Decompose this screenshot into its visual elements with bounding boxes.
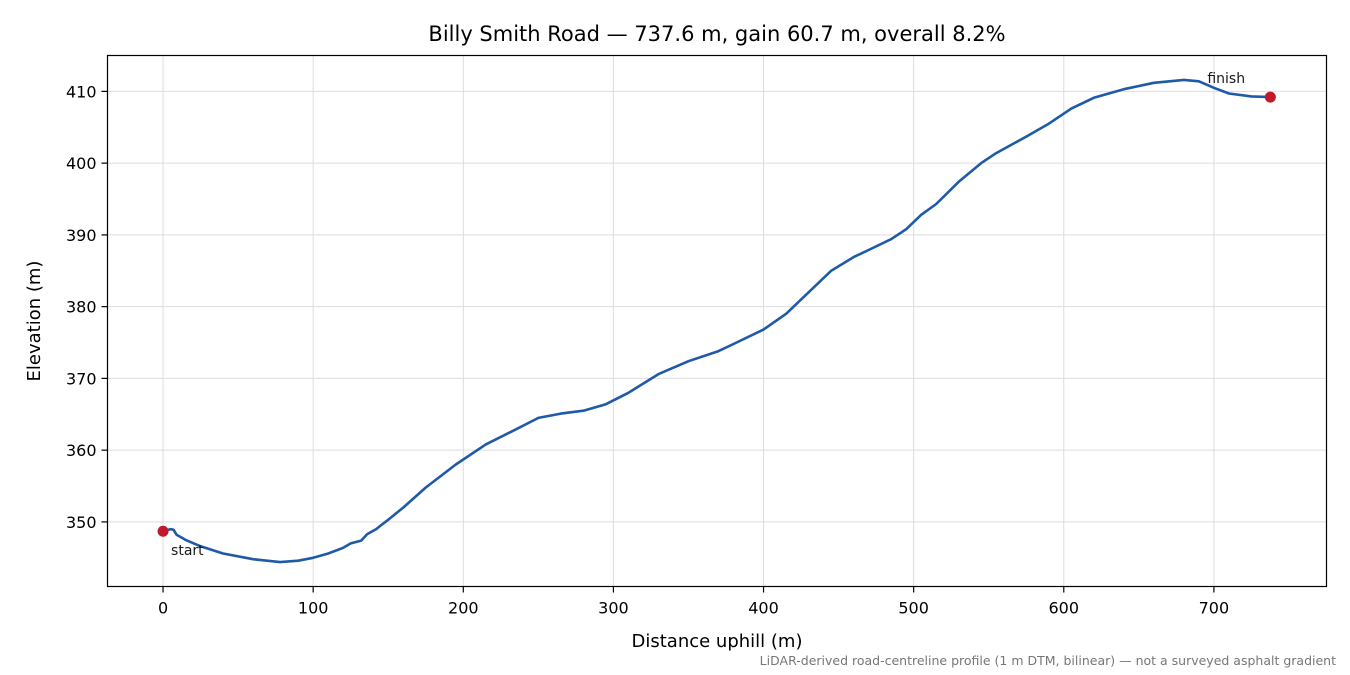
finish-label: finish (1207, 71, 1245, 87)
y-tick-label: 380 (66, 298, 97, 317)
chart-title: Billy Smith Road — 737.6 m, gain 60.7 m,… (428, 22, 1005, 46)
x-tick-label: 700 (1199, 599, 1230, 618)
start-marker (157, 525, 169, 537)
x-tick-label: 0 (158, 599, 168, 618)
grid (107, 55, 1327, 587)
y-tick-label: 360 (66, 441, 97, 460)
x-tick-label: 400 (748, 599, 779, 618)
axis-ticks: 0 100 200 300 400 500 600 700 350 360 370 380 390 400… (66, 82, 1229, 617)
x-tick-label: 600 (1049, 599, 1080, 618)
y-tick-label: 350 (66, 513, 97, 532)
y-tick-label: 390 (66, 226, 97, 245)
x-tick-label: 300 (598, 599, 629, 618)
x-tick-label: 500 (898, 599, 929, 618)
y-tick-label: 410 (66, 82, 97, 101)
finish-marker (1264, 91, 1276, 103)
x-tick-label: 200 (448, 599, 479, 618)
plot-frame (106, 54, 1328, 588)
x-tick-label: 100 (298, 599, 329, 618)
series (161, 78, 1272, 564)
markers: start finish (157, 71, 1276, 559)
start-label: start (171, 543, 204, 559)
x-axis-label: Distance uphill (m) (632, 631, 803, 652)
y-axis-label: Elevation (m) (24, 261, 45, 382)
y-tick-label: 400 (66, 154, 97, 173)
chart-caption: LiDAR-derived road-centreline profile (1… (760, 653, 1336, 668)
y-tick-label: 370 (66, 369, 97, 388)
elevation-profile-line (161, 78, 1272, 564)
